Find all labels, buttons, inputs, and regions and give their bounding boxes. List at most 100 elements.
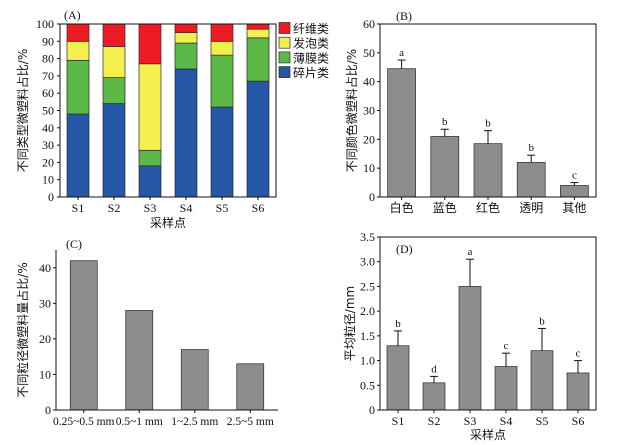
y-axis-label: 不同类型微塑料占比/% xyxy=(15,49,30,172)
significance-letter-4: b xyxy=(528,142,534,154)
bar-4 xyxy=(236,363,265,411)
panel-label: (D) xyxy=(396,242,413,256)
panel-c: 0 10 20 30 40 0.25~0.5 mm 0.5~1 mm 1~2.5 mm 2.5~… xyxy=(15,237,278,428)
stacked-bar-segment-1-2 xyxy=(66,59,90,115)
y-tick-label: 90 xyxy=(42,34,54,48)
x-tick-label: S1 xyxy=(72,201,85,215)
bar-4 xyxy=(516,162,546,198)
panel-b: a b b b c 0 10 20 30 40 50 60 白色 蓝色 红色 透明 其他 (B) 不同颜色微塑料占比… xyxy=(344,9,597,215)
panel-label: (C) xyxy=(66,237,82,251)
stacked-bar-segment-1-3 xyxy=(66,40,90,61)
bar-5 xyxy=(530,350,554,411)
x-tick-label: 1~2.5 mm xyxy=(171,416,218,428)
stacked-bar-segment-4-1 xyxy=(174,68,198,198)
y-tick-label: 100 xyxy=(36,17,54,31)
x-tick-label: S4 xyxy=(500,414,513,428)
y-axis-label: 不同粒径微塑料量占比/% xyxy=(15,262,30,397)
y-tick-label: 40 xyxy=(42,121,54,135)
y-tick-label: 1.5 xyxy=(360,329,375,343)
x-tick-label: 透明 xyxy=(519,201,543,215)
stacked-bar-segment-2-2 xyxy=(102,77,126,104)
stacked-bar-segment-6-4 xyxy=(246,23,270,30)
x-tick-label: 0.25~0.5 mm xyxy=(53,416,115,428)
stacked-bar-segment-5-2 xyxy=(210,54,234,108)
stacked-bar-segment-3-2 xyxy=(138,149,162,167)
panel-label: (A) xyxy=(64,8,81,22)
x-tick-label: 蓝色 xyxy=(433,201,457,215)
y-tick-label: 30 xyxy=(39,296,51,310)
stacked-bar-segment-1-4 xyxy=(66,23,90,42)
x-tick-label: S6 xyxy=(252,201,265,215)
y-tick-label: 0.5 xyxy=(360,378,375,392)
stacked-bar-segment-6-2 xyxy=(246,37,270,82)
y-tick-label: 30 xyxy=(363,104,375,118)
legend-label-4: 纤维类 xyxy=(293,22,329,36)
bar-1 xyxy=(387,68,416,198)
panel-d: b d a c b c 0 0.5 1.0 1.5 2.0 2.5 3.0 3.5 S1 S2 S3 S4 S5 S6… xyxy=(342,230,597,442)
bar-1 xyxy=(69,260,98,411)
significance-letter-5: c xyxy=(572,170,577,182)
stacked-bar-segment-5-4 xyxy=(210,23,234,42)
y-axis-label: 不同颜色微塑料占比/% xyxy=(344,49,359,172)
y-tick-label: 10 xyxy=(39,367,51,381)
plot-frame xyxy=(379,236,597,411)
significance-letter-5: b xyxy=(539,315,545,327)
y-axis-label: 平均粒径/mm xyxy=(342,286,357,361)
stacked-bar-segment-1-1 xyxy=(66,113,90,198)
x-tick-label: S1 xyxy=(392,414,405,428)
legend-swatch-4 xyxy=(278,22,291,34)
legend-label-2: 薄膜类 xyxy=(293,50,329,65)
bar-3 xyxy=(473,143,503,198)
y-tick-label: 0 xyxy=(369,190,375,204)
y-tick-label: 60 xyxy=(363,17,375,31)
y-tick-label: 60 xyxy=(42,86,54,100)
stacked-bar-segment-6-3 xyxy=(246,28,270,39)
bar-2 xyxy=(430,136,460,198)
x-tick-label: S3 xyxy=(464,414,477,428)
y-tick-label: 70 xyxy=(42,69,54,83)
x-tick-label: S5 xyxy=(216,201,229,215)
plot-frame xyxy=(59,23,277,198)
bar-2 xyxy=(422,382,446,411)
x-tick-label: 白色 xyxy=(390,200,414,215)
y-tick-label: 2.5 xyxy=(360,279,375,293)
y-tick-label: 0 xyxy=(48,190,54,204)
x-tick-label: S2 xyxy=(108,201,121,215)
bar-5 xyxy=(560,185,589,198)
x-tick-label: S6 xyxy=(572,414,585,428)
x-tick-label: S5 xyxy=(536,414,549,428)
x-tick-label: S4 xyxy=(180,201,193,215)
significance-letter-3: b xyxy=(485,118,491,130)
y-tick-label: 10 xyxy=(42,173,54,187)
legend-label-3: 发泡类 xyxy=(293,36,329,51)
y-tick-label: 3.0 xyxy=(360,255,375,269)
stacked-bar-segment-5-1 xyxy=(210,106,234,198)
significance-letter-2: b xyxy=(442,116,448,128)
x-tick-label: S3 xyxy=(144,201,157,215)
x-axis-label: 采样点 xyxy=(470,427,506,442)
significance-letter-4: c xyxy=(504,340,509,352)
stacked-bar-segment-3-1 xyxy=(138,165,162,198)
y-tick-label: 20 xyxy=(42,155,54,169)
y-tick-label: 80 xyxy=(42,52,54,66)
x-tick-label: 其他 xyxy=(562,201,586,215)
y-tick-label: 0 xyxy=(369,403,375,417)
stacked-bar-segment-2-3 xyxy=(102,46,126,78)
bar-4 xyxy=(494,366,518,411)
stacked-bar-segment-4-2 xyxy=(174,42,198,70)
x-tick-label: 2.5~5 mm xyxy=(227,416,274,428)
panel-label: (B) xyxy=(396,9,412,23)
y-tick-label: 40 xyxy=(363,75,375,89)
stacked-bar-segment-4-4 xyxy=(174,23,198,33)
significance-letter-3: a xyxy=(468,246,473,258)
stacked-bar-segment-3-4 xyxy=(138,23,162,65)
significance-letter-1: b xyxy=(395,318,401,330)
bar-1 xyxy=(386,345,410,411)
stacked-bar-segment-3-3 xyxy=(138,63,162,151)
stacked-bar-segment-4-3 xyxy=(174,32,198,44)
stacked-bar-segment-2-1 xyxy=(102,103,126,198)
y-tick-label: 0 xyxy=(45,403,51,417)
